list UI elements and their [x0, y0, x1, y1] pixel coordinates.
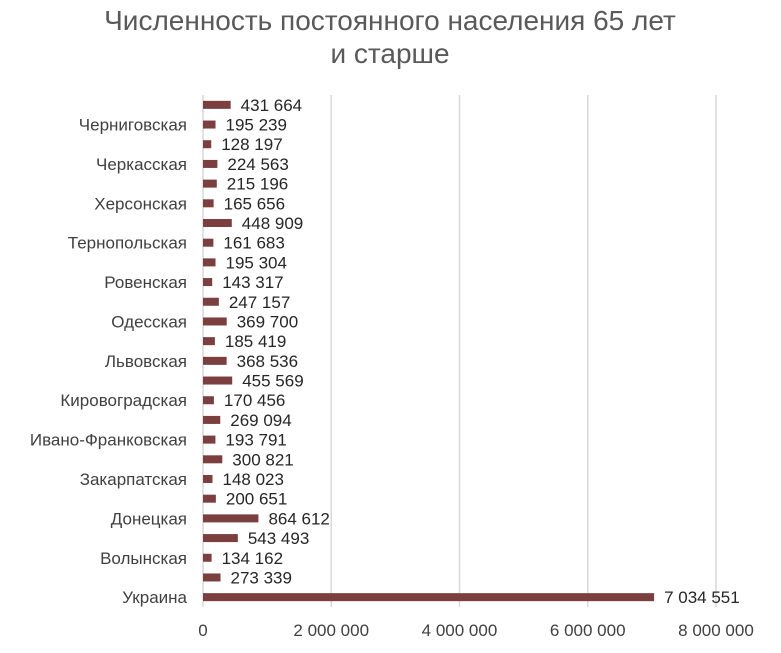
bar [203, 376, 233, 385]
data-label: 165 656 [224, 194, 285, 213]
bar [203, 317, 227, 326]
bar [203, 356, 227, 365]
bar [203, 534, 238, 543]
bar [203, 415, 221, 424]
data-label: 200 651 [226, 490, 287, 509]
category-label: Донецкая [111, 509, 187, 528]
data-label: 7 034 551 [664, 588, 740, 607]
data-label: 224 563 [227, 155, 288, 174]
bar [203, 120, 216, 129]
category-label: Львовская [105, 352, 187, 371]
data-label: 185 419 [225, 332, 286, 351]
category-label: Черкасская [96, 155, 187, 174]
data-label: 195 239 [226, 116, 287, 135]
data-label: 431 664 [241, 96, 302, 115]
data-label: 170 456 [224, 391, 285, 410]
chart-title-line-2: и старше [330, 38, 449, 69]
x-tick-label: 2 000 000 [293, 621, 369, 640]
bar [203, 573, 221, 582]
category-label: Украина [122, 588, 187, 607]
bar [203, 100, 231, 109]
bar [203, 494, 216, 503]
x-tick-label: 8 000 000 [678, 621, 754, 640]
data-label: 143 317 [222, 273, 283, 292]
category-label: Тернопольская [68, 234, 187, 253]
data-label: 369 700 [237, 312, 298, 331]
data-label: 193 791 [225, 431, 286, 450]
data-label: 273 339 [231, 568, 292, 587]
bar [203, 199, 214, 208]
category-labels: Украина Волынская Донецкая Закарпатская Иван… [30, 116, 188, 608]
bar [203, 396, 214, 405]
bar [203, 435, 216, 444]
bar [203, 514, 259, 523]
x-tick-label: 0 [198, 621, 207, 640]
category-label: Волынская [100, 549, 187, 568]
category-label: Херсонская [94, 194, 187, 213]
data-label: 215 196 [227, 175, 288, 194]
bars [203, 100, 655, 602]
category-label: Закарпатская [80, 470, 187, 489]
category-label: Черниговская [79, 116, 187, 135]
data-label: 247 157 [229, 293, 290, 312]
bar [203, 593, 655, 602]
bar [203, 278, 213, 287]
category-label: Ивано-Франковская [30, 431, 187, 450]
bar [203, 337, 215, 346]
category-label: Кировоградская [60, 391, 187, 410]
x-axis-ticks: 0 2 000 000 4 000 000 6 000 000 8 000 000 [198, 621, 754, 640]
data-label: 148 023 [222, 470, 283, 489]
data-label: 864 612 [268, 509, 329, 528]
bar [203, 238, 214, 247]
x-tick-label: 6 000 000 [550, 621, 626, 640]
bar [203, 140, 212, 149]
bar [203, 455, 223, 464]
data-label: 269 094 [230, 411, 291, 430]
data-label: 448 909 [242, 214, 303, 233]
bar [203, 297, 219, 306]
data-label: 195 304 [226, 253, 287, 272]
bar [203, 553, 212, 562]
data-label: 543 493 [248, 529, 309, 548]
data-label: 300 821 [232, 450, 293, 469]
bar [203, 219, 232, 227]
data-label: 161 683 [223, 234, 284, 253]
data-label: 368 536 [237, 352, 298, 371]
category-label: Одесская [111, 312, 187, 331]
category-label: Ровенская [104, 273, 187, 292]
bar [203, 258, 216, 267]
bar [203, 179, 217, 188]
data-label: 134 162 [222, 549, 283, 568]
data-label: 455 569 [242, 372, 303, 391]
x-tick-label: 4 000 000 [422, 621, 498, 640]
bar [203, 159, 218, 168]
bar [203, 475, 213, 483]
data-label: 128 197 [221, 135, 282, 154]
chart-title-line-1: Численность постоянного населения 65 лет [104, 5, 676, 36]
